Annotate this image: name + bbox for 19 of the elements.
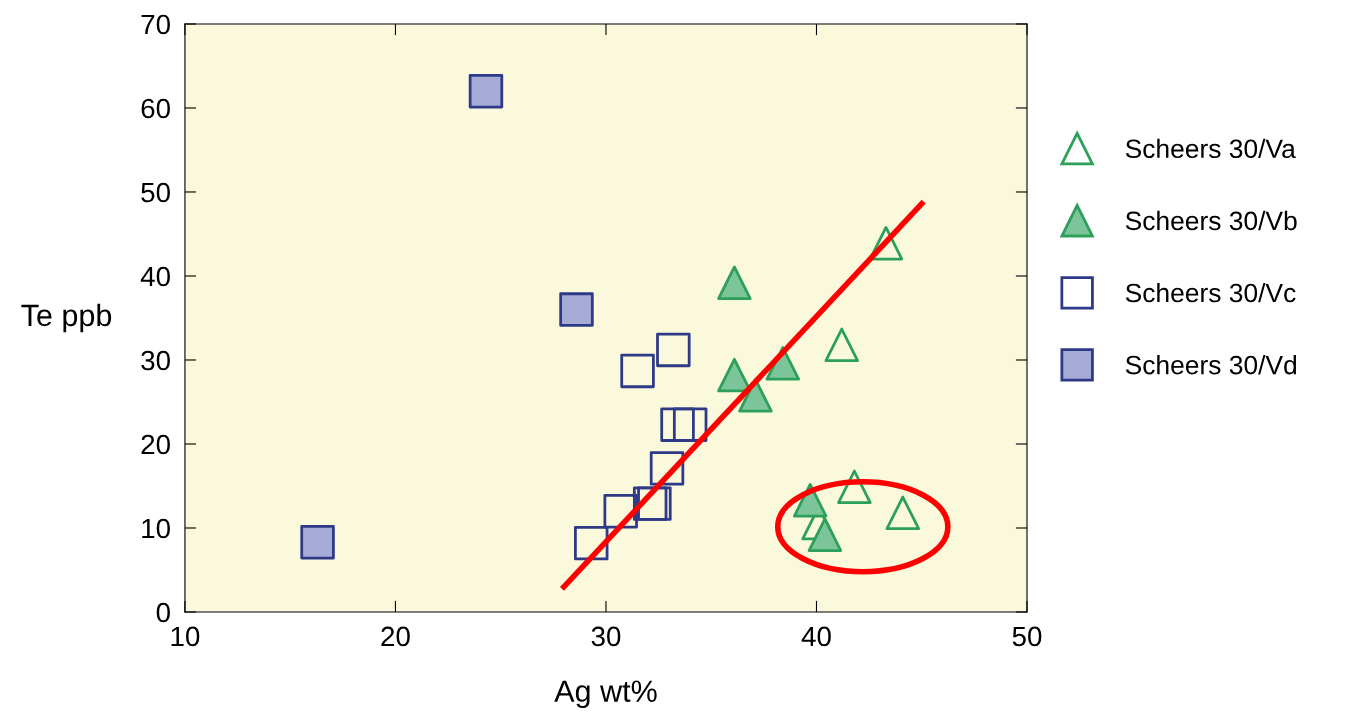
- x-tick-label: 40: [801, 626, 831, 647]
- legend-label: Scheers 30/Vb: [1125, 210, 1297, 231]
- y-tick-label: 40: [140, 266, 170, 287]
- y-tick-label: 50: [141, 182, 170, 203]
- y-tick-label: 0: [156, 602, 170, 623]
- x-tick-label: 10: [171, 626, 200, 647]
- x-axis-title: Ag wt%: [554, 680, 657, 709]
- legend-label: Scheers 30/Vd: [1125, 355, 1297, 375]
- legend-label: Scheers 30/Va: [1125, 138, 1296, 159]
- y-tick-label: 30: [141, 350, 170, 371]
- x-tick-label: 20: [381, 626, 410, 647]
- legend-label: Scheers 30/Vc: [1125, 282, 1296, 303]
- x-tick-label: 30: [591, 626, 621, 647]
- y-tick-label: 60: [141, 98, 170, 119]
- y-tick-label: 70: [141, 14, 170, 35]
- y-tick-label: 20: [141, 434, 170, 455]
- y-tick-label: 10: [142, 518, 170, 539]
- x-tick-label: 50: [1012, 626, 1042, 647]
- y-axis-title: Te ppb: [21, 303, 112, 333]
